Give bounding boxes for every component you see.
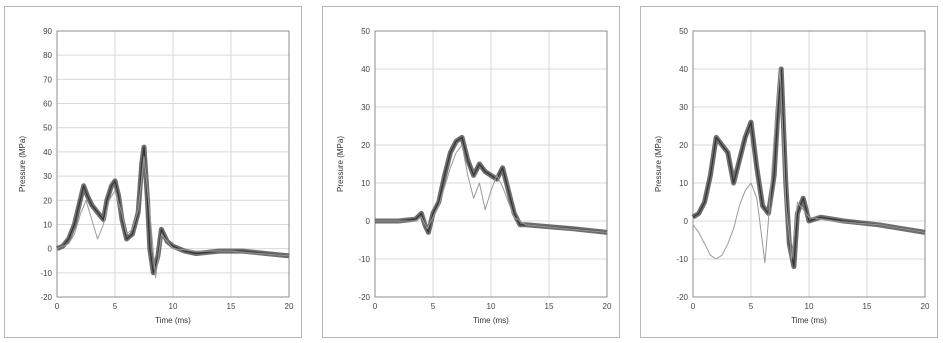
- y-tick-label: 40: [361, 65, 370, 74]
- y-tick-label: -10: [358, 255, 370, 264]
- x-tick-label: 15: [545, 302, 554, 311]
- y-tick-label: 30: [43, 172, 52, 181]
- x-tick-label: 15: [227, 302, 236, 311]
- y-tick-label: 30: [679, 103, 688, 112]
- pressure-time-chart-left: 0 5 10 15 20 90 80 70 60 50 40 30 20 10 0 -10 -20 Time (m…: [18, 27, 294, 325]
- x-tick-label: 0: [691, 302, 696, 311]
- y-tick-label: 70: [43, 75, 52, 84]
- x-tick-label: 20: [285, 302, 294, 311]
- y-tick-label: 30: [361, 103, 370, 112]
- x-axis-label: Time (ms): [473, 316, 509, 325]
- y-axis-label: Pressure (MPa): [336, 136, 345, 192]
- plot-area: [56, 30, 290, 298]
- x-tick-label: 20: [921, 302, 930, 311]
- series-line-1: [56, 156, 290, 279]
- x-tick-label: 5: [431, 302, 436, 311]
- y-tick-label: 50: [43, 124, 52, 133]
- x-axis-label: Time (ms): [155, 316, 191, 325]
- y-tick-label: 40: [679, 65, 688, 74]
- y-tick-label: 10: [361, 179, 370, 188]
- y-tick-label: 90: [43, 27, 52, 36]
- y-axis-label: Pressure (MPa): [18, 136, 27, 192]
- x-tick-label: 0: [55, 302, 60, 311]
- series-line-0: [692, 68, 926, 268]
- x-tick-label: 10: [805, 302, 814, 311]
- x-axis-label: Time (ms): [791, 316, 827, 325]
- y-tick-label: 50: [361, 27, 370, 36]
- y-tick-label: 60: [43, 100, 52, 109]
- y-tick-label: -20: [358, 293, 370, 302]
- y-tick-label: 0: [366, 217, 371, 226]
- chart-panel-left: 0 5 10 15 20 90 80 70 60 50 40 30 20 10 0 -10 -20 Time (m…: [4, 6, 302, 338]
- pressure-time-chart-middle: 0 5 10 15 20 50 40 30 20 10 0 -10 -20 Time (ms) Pressu…: [336, 27, 612, 325]
- y-tick-label: 50: [679, 27, 688, 36]
- x-tick-label: 20: [603, 302, 612, 311]
- y-tick-label: 80: [43, 51, 52, 60]
- y-tick-label: 20: [43, 196, 52, 205]
- x-tick-label: 0: [373, 302, 378, 311]
- chart-panel-middle: 0 5 10 15 20 50 40 30 20 10 0 -10 -20 Time (ms) Pressu…: [322, 6, 620, 338]
- series-line-1: [692, 68, 926, 264]
- x-tick-label: 10: [169, 302, 178, 311]
- y-tick-label: -10: [40, 269, 52, 278]
- x-tick-label: 15: [863, 302, 872, 311]
- plot-area: [374, 30, 608, 298]
- chart-panel-right: 0 5 10 15 20 50 40 30 20 10 0 -10 -20 Time (ms) Pressu…: [640, 6, 938, 338]
- y-tick-label: 0: [48, 245, 53, 254]
- y-axis-label: Pressure (MPa): [654, 136, 663, 192]
- x-tick-label: 5: [113, 302, 118, 311]
- plot-area: [692, 30, 926, 298]
- pressure-time-chart-right: 0 5 10 15 20 50 40 30 20 10 0 -10 -20 Time (ms) Pressu…: [654, 27, 930, 325]
- y-tick-label: -20: [676, 293, 688, 302]
- y-tick-label: -20: [40, 293, 52, 302]
- y-tick-label: 10: [679, 179, 688, 188]
- y-tick-label: 10: [43, 220, 52, 229]
- y-tick-label: 40: [43, 148, 52, 157]
- x-tick-label: 10: [487, 302, 496, 311]
- y-tick-label: 20: [679, 141, 688, 150]
- y-tick-label: 20: [361, 141, 370, 150]
- series-line-1: [375, 144, 608, 233]
- x-tick-label: 5: [749, 302, 754, 311]
- y-tick-label: 0: [684, 217, 689, 226]
- y-tick-label: -10: [676, 255, 688, 264]
